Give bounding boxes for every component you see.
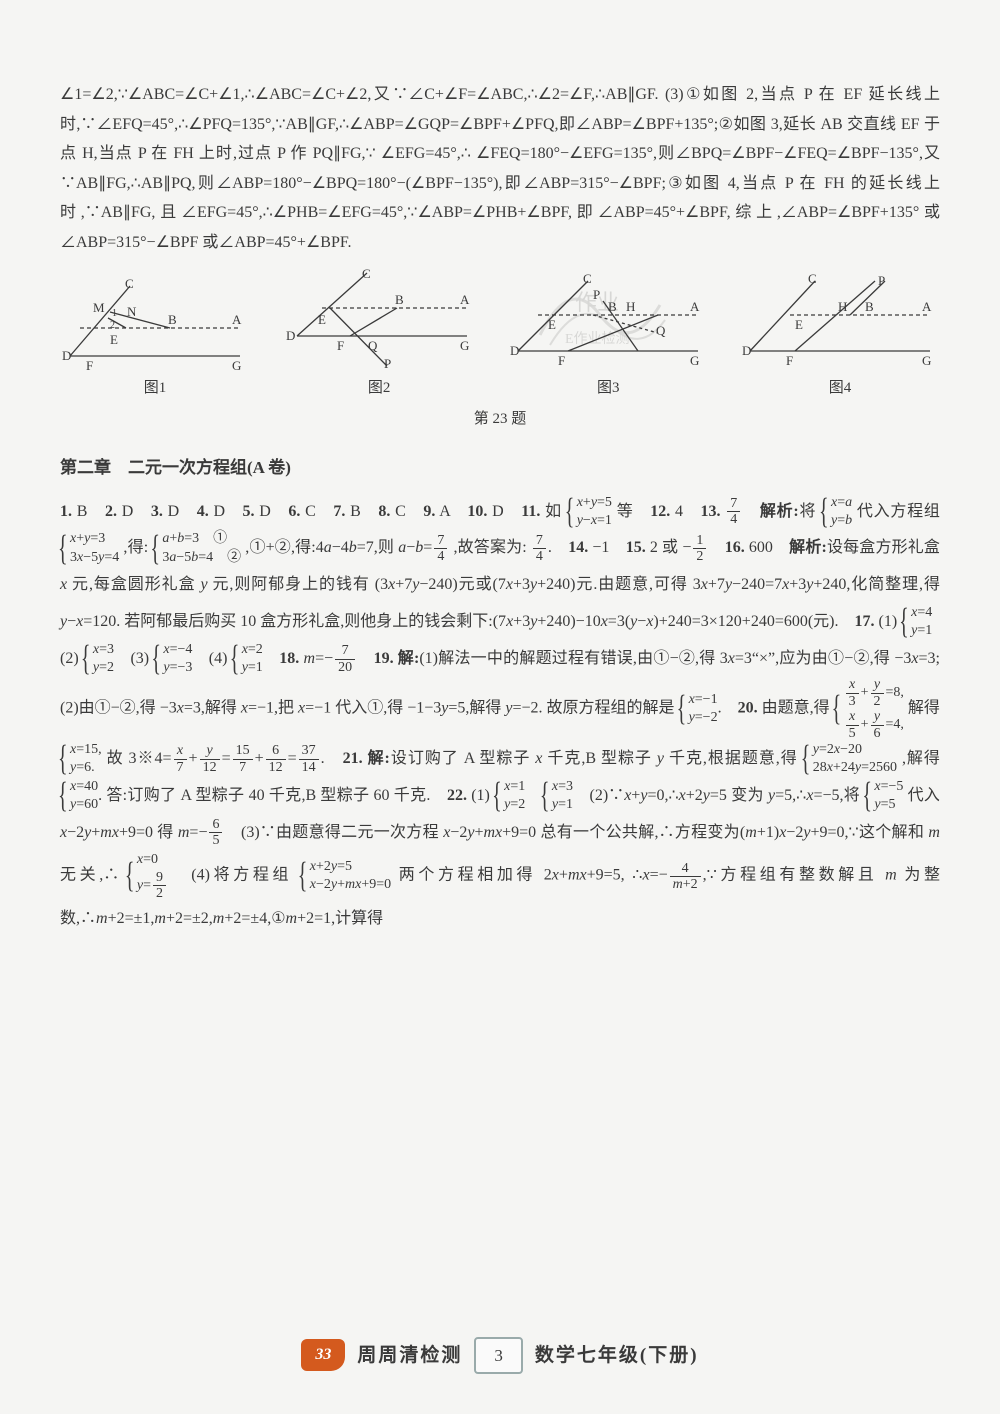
point-label: B	[168, 312, 177, 327]
point-label: Q	[368, 338, 378, 353]
point-label: D	[286, 328, 295, 343]
point-label: B	[608, 299, 617, 314]
point-label: N	[127, 304, 137, 319]
point-label: D	[62, 348, 71, 363]
footer-page-number: 3	[474, 1337, 523, 1374]
point-label: D	[510, 343, 519, 358]
point-label: A	[922, 299, 932, 314]
point-label: G	[232, 358, 241, 373]
point-label: F	[786, 353, 793, 368]
point-label: D	[742, 343, 751, 358]
point-label: F	[558, 353, 565, 368]
point-label: E	[548, 317, 556, 332]
point-label: G	[922, 353, 931, 368]
point-label: H	[626, 299, 635, 314]
point-label: P	[384, 356, 391, 371]
footer-logo-icon: 33	[301, 1339, 345, 1371]
figures-row: C M N A B D E F G 1 2 图1	[60, 268, 940, 403]
point-label: P	[878, 273, 885, 288]
point-label: P	[593, 287, 600, 302]
svg-text:2: 2	[110, 320, 115, 331]
page-footer: 33 周周清检测 3 数学七年级(下册)	[0, 1337, 1000, 1374]
figure-label: 图3	[597, 375, 620, 403]
point-label: B	[865, 299, 874, 314]
point-label: B	[395, 292, 404, 307]
point-label: A	[460, 292, 470, 307]
point-label: A	[690, 299, 700, 314]
point-label: F	[337, 338, 344, 353]
top-solution-text: ∠1=∠2,∵∠ABC=∠C+∠1,∴∠ABC=∠C+∠2,又∵∠C+∠F=∠A…	[60, 80, 940, 258]
svg-text:1: 1	[112, 308, 117, 319]
point-label: C	[362, 268, 371, 281]
point-label: G	[690, 353, 699, 368]
chapter-heading: 第二章 二元一次方程组(A 卷)	[60, 452, 940, 483]
figure-4: C P A B D E F G H 图4	[740, 273, 940, 403]
point-label: F	[86, 358, 93, 373]
point-label: C	[125, 278, 134, 291]
point-label: C	[583, 273, 592, 286]
point-label: G	[460, 338, 469, 353]
point-label: H	[838, 299, 847, 314]
figure-3: C A B D E F G P H Q 图3	[508, 273, 708, 403]
page: ∠1=∠2,∵∠ABC=∠C+∠1,∴∠ABC=∠C+∠2,又∵∠C+∠F=∠A…	[0, 0, 1000, 1414]
answers-block: 1. B 2. D 3. D 4. D 5. D 6. C 7. B 8. C …	[60, 494, 940, 939]
footer-subject: 数学七年级(下册)	[535, 1338, 699, 1373]
point-label: Q	[656, 323, 666, 338]
point-label: M	[93, 300, 105, 315]
point-label: E	[110, 332, 118, 347]
point-label: E	[795, 317, 803, 332]
point-label: A	[232, 312, 242, 327]
point-label: C	[808, 273, 817, 286]
figure-label: 图4	[829, 375, 852, 403]
figure-2: C A B D E F G P Q 图2	[282, 268, 477, 403]
figure-1: C M N A B D E F G 1 2 图1	[60, 278, 250, 403]
point-label: E	[318, 312, 326, 327]
figure-label: 图2	[368, 375, 391, 403]
figure-label: 图1	[144, 375, 167, 403]
footer-title: 周周清检测	[357, 1338, 462, 1373]
figures-caption: 第 23 题	[60, 406, 940, 434]
